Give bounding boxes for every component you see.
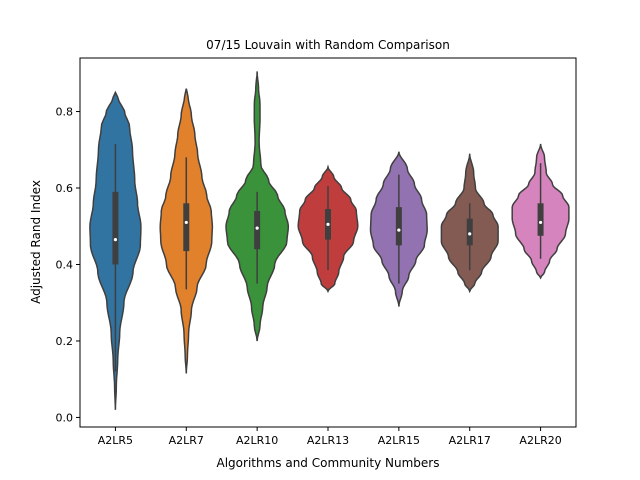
- median-point-a2lr7: [184, 220, 188, 225]
- y-tick-label: 0.8: [56, 106, 74, 119]
- iqr-box-a2lr15: [395, 207, 402, 246]
- y-axis: 0.0 0.2 0.4 0.6 0.8: [56, 106, 80, 424]
- violins-layer: [89, 71, 570, 410]
- x-tick-label: A2LR13: [307, 434, 349, 447]
- median-point-a2lr20: [538, 220, 543, 225]
- y-tick-label: 0.4: [56, 258, 74, 271]
- x-tick-label: A2LR7: [169, 434, 204, 447]
- iqr-box-a2lr7: [183, 203, 190, 252]
- iqr-box-a2lr20: [537, 203, 544, 236]
- median-point-a2lr5: [113, 238, 118, 242]
- y-tick-label: 0.6: [56, 182, 74, 195]
- y-tick-label: 0.0: [56, 411, 74, 424]
- iqr-box-a2lr10: [254, 210, 261, 250]
- x-tick-label: A2LR20: [519, 434, 561, 447]
- x-tick-label: A2LR5: [98, 434, 133, 447]
- chart-title: 07/15 Louvain with Random Comparison: [206, 38, 450, 52]
- median-point-a2lr13: [326, 222, 330, 226]
- iqr-box-a2lr5: [112, 191, 119, 265]
- iqr-box-a2lr17: [466, 218, 473, 246]
- y-axis-label: Adjusted Rand Index: [29, 180, 43, 304]
- x-axis-label: Algorithms and Community Numbers: [217, 456, 440, 470]
- x-tick-label: A2LR15: [378, 434, 420, 447]
- x-tick-label: A2LR17: [449, 434, 491, 447]
- x-axis: A2LR5 A2LR7 A2LR10 A2LR13 A2LR15 A2LR17 A2LR20: [98, 427, 562, 447]
- median-point-a2lr10: [255, 226, 259, 230]
- median-point-a2lr17: [468, 232, 472, 236]
- x-tick-label: A2LR10: [236, 434, 278, 447]
- y-tick-label: 0.2: [56, 335, 74, 348]
- median-point-a2lr15: [397, 228, 401, 232]
